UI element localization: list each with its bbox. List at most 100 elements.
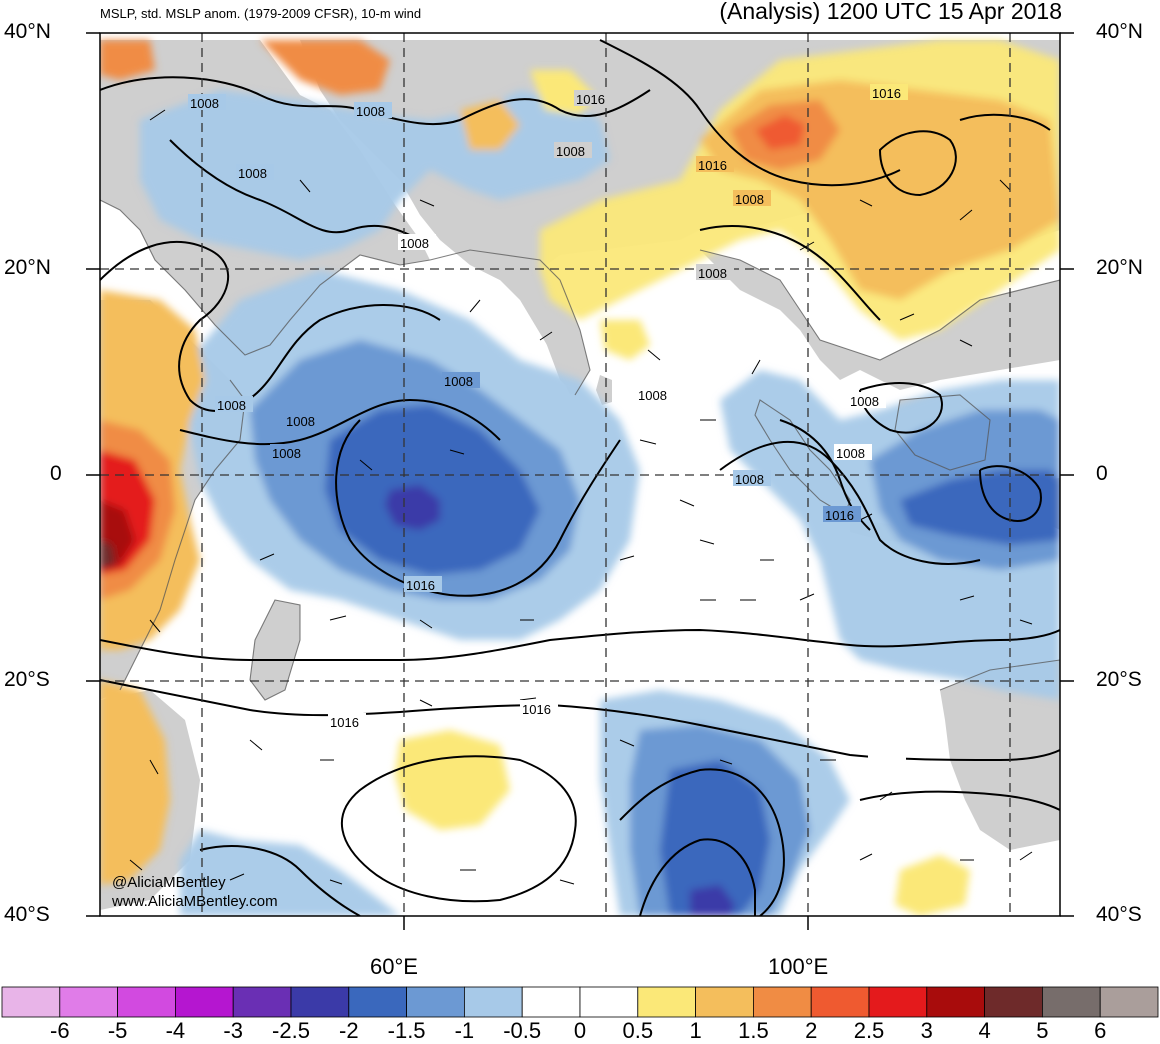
colorbar-label: -2.5 (272, 1018, 310, 1043)
isobar-label: 1008 (638, 388, 667, 403)
colorbar-swatch (868, 986, 928, 1018)
colorbar-swatch (521, 986, 581, 1018)
isobar-label: 1008 (444, 374, 473, 389)
colorbar-swatch (579, 986, 639, 1018)
colorbar-label: -1 (454, 1018, 475, 1043)
colorbar-label: -5 (107, 1018, 128, 1043)
colorbar-swatch (59, 986, 118, 1018)
colorbar-label: 4 (978, 1018, 991, 1043)
anomaly-blue-east (900, 470, 1060, 545)
colorbar-label: 1 (689, 1018, 702, 1043)
isobar-label: 1008 (217, 398, 246, 413)
anomaly-shading (100, 40, 1060, 916)
colorbar-swatch (348, 986, 407, 1018)
anomaly-yellow-india (600, 320, 650, 360)
colorbar-swatch (984, 986, 1043, 1018)
lat-label-20s-left: 20°S (4, 668, 50, 691)
colorbar-label: 0 (573, 1018, 587, 1043)
colorbar-swatch (406, 986, 465, 1018)
isobar-label: 1008 (698, 266, 727, 281)
isobar-label: 1016 (406, 578, 435, 593)
colorbar-label: 0.5 (622, 1018, 654, 1043)
anomaly-blue-south (660, 760, 770, 916)
indochina-land (700, 250, 1060, 390)
lat-label-40n-left: 40°N (4, 20, 51, 43)
isobar-label: 1008 (556, 144, 585, 159)
isobar-label: 1016 (872, 86, 901, 101)
colorbar-label: 2 (805, 1018, 818, 1043)
credit-handle: @AliciaMBentley (112, 874, 226, 891)
map-title-right: (Analysis) 1200 UTC 15 Apr 2018 (719, 0, 1062, 24)
wind-barbs (129, 109, 1033, 885)
colorbar-label: 5 (1036, 1018, 1049, 1043)
colorbar-swatch (1, 986, 61, 1018)
colorbar-swatch (463, 986, 523, 1018)
lon-label-60e: 60°E (370, 954, 418, 979)
colorbar-swatch (1042, 986, 1101, 1018)
sri-lanka-land (596, 375, 612, 405)
lat-label-40n-right: 40°N (1096, 20, 1143, 43)
colorbar-swatch (117, 986, 176, 1018)
grid-lines (100, 33, 1060, 916)
lat-label-20n-right: 20°N (1096, 256, 1143, 279)
colorbar-label: -2 (339, 1018, 359, 1043)
lat-label-20n-left: 20°N (4, 256, 51, 279)
lat-label-eq-right: 0 (1096, 462, 1108, 485)
anomaly-light-orange-south-africa (100, 680, 170, 885)
anomaly-maroon-africa (100, 540, 115, 570)
isobar-label: 1016 (698, 158, 727, 173)
colorbar-swatch (290, 986, 350, 1018)
isobar-labels: 1008 1008 1008 1016 1008 1016 1016 1008 … (188, 84, 908, 768)
isobar-label: 1016 (330, 715, 359, 730)
colorbar (1, 986, 1159, 1018)
isobar-label: 1008 (836, 446, 865, 461)
isobar-label: 1008 (850, 394, 879, 409)
colorbar-swatch (695, 986, 754, 1018)
anomaly-yellow-se (895, 855, 970, 916)
anomaly-red-asia (755, 115, 805, 150)
isobar-label: 1008 (735, 192, 764, 207)
anomaly-deep-blue-south (690, 885, 735, 916)
map-title-left: MSLP, std. MSLP anom. (1979-2009 CFSR), … (100, 6, 422, 21)
anomaly-blue-central (325, 405, 540, 575)
colorbar-label: -4 (165, 1018, 186, 1043)
lat-label-eq-left: 0 (50, 462, 62, 485)
lat-label-40s-right: 40°S (1096, 903, 1142, 926)
colorbar-label: 6 (1094, 1018, 1107, 1043)
lon-label-100e: 100°E (768, 954, 829, 979)
colorbar-swatch (1099, 986, 1159, 1018)
axis-ticks (86, 32, 1074, 930)
isobar-label: 1008 (190, 96, 219, 111)
isobar-label: 1008 (286, 414, 315, 429)
colorbar-label: 1.5 (738, 1018, 769, 1043)
colorbar-swatch (753, 986, 812, 1018)
map-field: 1008 1008 1008 1016 1008 1016 1016 1008 … (100, 33, 1060, 916)
isobar-label: 1008 (238, 166, 267, 181)
colorbar-swatch (174, 986, 234, 1018)
anomaly-orange-top-left (100, 40, 155, 80)
lat-label-20s-right: 20°S (1096, 668, 1142, 691)
isobar-label: 1008 (272, 446, 301, 461)
credit-website: www.AliciaMBentley.com (112, 893, 278, 910)
colorbar-label: 3 (920, 1018, 933, 1043)
colorbar-label: -0.5 (503, 1018, 542, 1043)
anomaly-yellow-south-central (395, 730, 510, 830)
australia-land (940, 660, 1060, 850)
anomaly-orange-north-west (260, 40, 390, 95)
colorbar-label: -3 (223, 1018, 243, 1043)
isobar-label: 1008 (356, 104, 385, 119)
colorbar-label: 2.5 (853, 1018, 885, 1043)
anomaly-deep-blue-central (385, 485, 440, 530)
isobar-label: 1016 (825, 508, 854, 523)
colorbar-swatch (810, 986, 870, 1018)
isobar-label: 1008 (735, 472, 764, 487)
isobar-label: 1008 (400, 236, 429, 251)
colorbar-label: -1.5 (387, 1018, 426, 1043)
colorbar-label: -6 (50, 1018, 70, 1043)
isobar-label: 1016 (576, 92, 605, 107)
colorbar-swatch (232, 986, 292, 1018)
lat-label-40s-left: 40°S (4, 903, 50, 926)
colorbar-swatch (926, 986, 985, 1018)
